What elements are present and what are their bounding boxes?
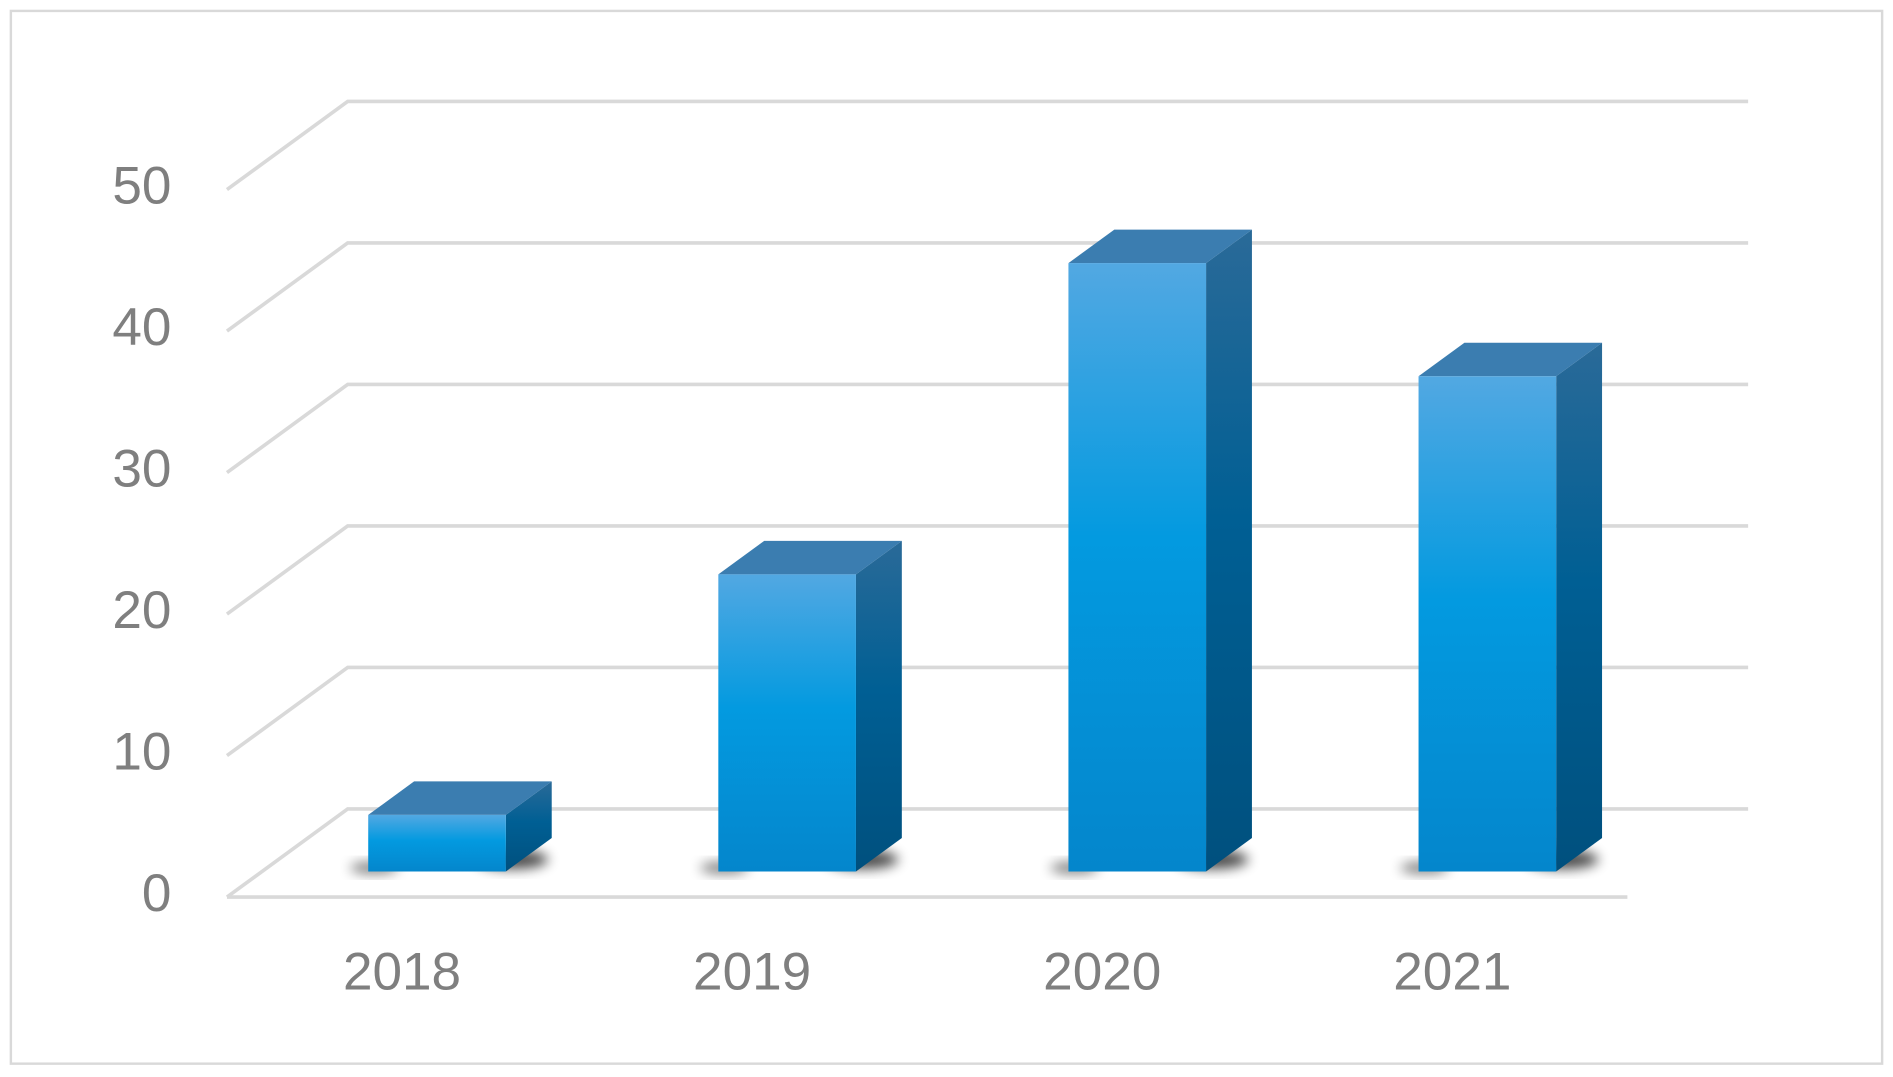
- x-tick-label: 2021: [1393, 943, 1511, 1002]
- y-tick-label: 50: [112, 157, 171, 216]
- bar: [718, 574, 856, 872]
- bar-side: [505, 781, 552, 872]
- y-tick-label: 0: [142, 864, 172, 923]
- y-tick-label: 30: [112, 440, 171, 499]
- grid-line: [225, 382, 1749, 475]
- bar-side: [1556, 342, 1603, 872]
- x-tick-label: 2018: [343, 943, 461, 1002]
- bar-top: [718, 540, 902, 575]
- x-tick-label: 2019: [693, 943, 811, 1002]
- bar-top: [1418, 342, 1603, 377]
- bar: [1418, 376, 1557, 872]
- grid-line: [225, 99, 1749, 192]
- bar-top: [368, 781, 552, 815]
- y-tick-label: 40: [112, 298, 171, 357]
- grid-line: [225, 241, 1749, 333]
- grid-line: [225, 524, 1749, 616]
- bar-side: [855, 540, 902, 872]
- y-tick-label: 10: [112, 723, 171, 782]
- y-tick-label: 20: [112, 581, 171, 640]
- bar-top: [1068, 229, 1252, 264]
- grid-line: [225, 807, 1749, 899]
- bar-side: [1206, 229, 1252, 872]
- bar: [1068, 263, 1207, 872]
- bar: [368, 814, 506, 872]
- x-tick-label: 2020: [1043, 943, 1161, 1002]
- grid-line: [225, 665, 1749, 758]
